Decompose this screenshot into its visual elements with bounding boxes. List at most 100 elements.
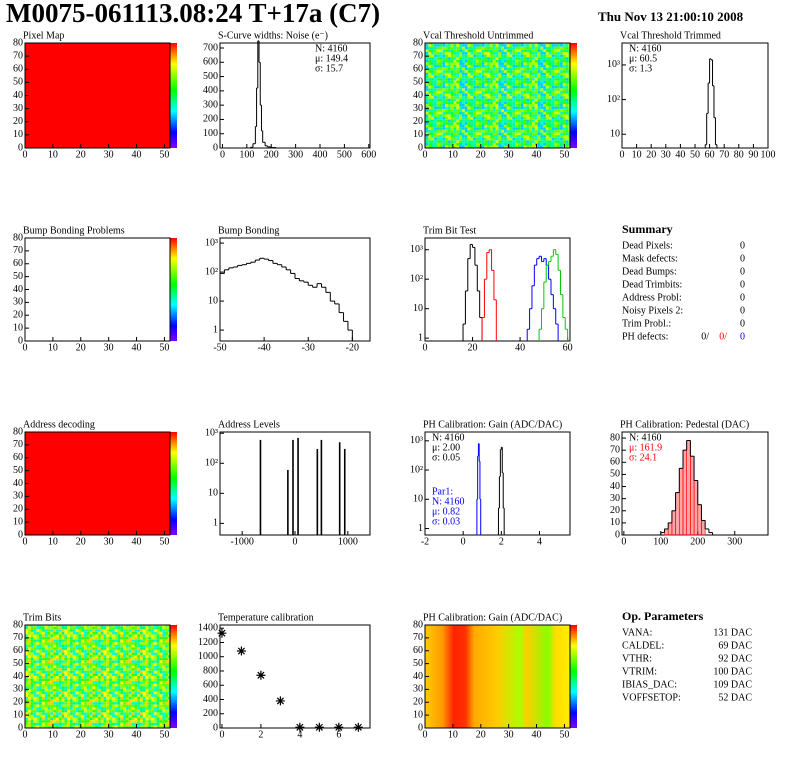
table-title: Op. Parameters — [622, 609, 704, 623]
y-tick-label: 80 — [13, 37, 23, 48]
y-tick-label: 30 — [413, 103, 423, 114]
colorbar — [170, 43, 177, 148]
row-value: 0 — [740, 253, 745, 264]
y-tick-label: 60 — [413, 64, 423, 75]
y-tick-label: 60 — [610, 457, 620, 468]
x-tick-label: 0 — [23, 149, 28, 160]
y-tick-label: 100 — [203, 128, 218, 139]
y-tick-label: 50 — [413, 658, 423, 669]
stats-text: N: 4160 — [432, 496, 465, 507]
y-tick-label: 10 — [208, 488, 218, 499]
y-tick-label: 40 — [13, 284, 23, 295]
y-tick-label: 80 — [13, 232, 23, 243]
y-tick-label: 60 — [13, 645, 23, 656]
x-tick-label: 500 — [337, 149, 352, 160]
x-tick-label: -1000 — [231, 536, 254, 547]
y-tick-label: 50 — [13, 658, 23, 669]
spike — [320, 439, 323, 535]
y-tick-label: 1 — [213, 518, 218, 529]
y-tick-label: 10 — [13, 322, 23, 333]
row-label: VANA: — [622, 627, 652, 638]
y-tick-label: 0 — [213, 142, 218, 153]
spike — [338, 442, 341, 535]
y-tick-label: 0 — [18, 529, 23, 540]
y-tick-label: 60 — [13, 452, 23, 463]
x-tick-label: 600 — [361, 149, 376, 160]
y-tick-label: 10³ — [205, 237, 218, 248]
y-tick-label: 80 — [610, 432, 620, 443]
x-tick-label: 0 — [219, 729, 224, 740]
stats-text: σ: 0.05 — [432, 452, 460, 463]
x-tick-label: 4 — [537, 536, 542, 547]
panel-title: PH Calibration: Pedestal (DAC) — [620, 419, 749, 430]
x-tick-label: 30 — [104, 342, 114, 353]
x-tick-label: 20 — [76, 149, 86, 160]
x-tick-label: 2 — [258, 729, 263, 740]
y-tick-label: 10 — [413, 709, 423, 720]
x-tick-label: 100 — [653, 536, 668, 547]
histogram-bar — [671, 510, 676, 536]
x-tick-label: 40 — [132, 729, 142, 740]
y-tick-label: 10 — [610, 517, 620, 528]
y-tick-label: 40 — [413, 671, 423, 682]
panel-title: PH Calibration: Gain (ADC/DAC) — [423, 419, 562, 430]
x-tick-label: 100 — [761, 149, 776, 160]
y-tick-label: 70 — [13, 245, 23, 256]
y-tick-label: 30 — [610, 493, 620, 504]
y-tick-label: 600 — [203, 57, 218, 68]
y-tick-label: 80 — [13, 619, 23, 630]
y-tick-label: 60 — [13, 258, 23, 269]
x-tick-label: 30 — [104, 729, 114, 740]
histogram-bar — [690, 455, 695, 536]
y-tick-label: 60 — [13, 64, 23, 75]
y-tick-label: 20 — [413, 116, 423, 127]
histogram-bar — [697, 504, 702, 536]
x-tick-label: 20 — [476, 149, 486, 160]
y-tick-label: 10 — [610, 129, 620, 140]
panel-title: Address Levels — [218, 419, 280, 430]
x-tick-label: 50 — [159, 729, 169, 740]
x-tick-label: 40 — [532, 729, 542, 740]
y-tick-label: 1200 — [198, 637, 218, 648]
x-tick-label: 4 — [297, 729, 302, 740]
x-tick-label: -2 — [421, 536, 429, 547]
x-tick-label: 200 — [264, 149, 279, 160]
plot-frame — [424, 237, 571, 342]
star-marker — [217, 628, 227, 638]
y-tick-label: 1 — [418, 332, 423, 343]
y-tick-label: 1 — [213, 324, 218, 335]
y-tick-label: 10 — [413, 129, 423, 140]
y-tick-label: 10 — [13, 709, 23, 720]
stats-text: μ: 0.82 — [432, 506, 460, 517]
x-tick-label: 10 — [48, 729, 58, 740]
row-value: 0 — [740, 318, 745, 329]
x-tick-label: 0 — [621, 536, 626, 547]
spike — [292, 439, 294, 535]
y-tick-label: 70 — [13, 439, 23, 450]
y-tick-label: 50 — [13, 271, 23, 282]
plot-frame — [424, 431, 571, 536]
x-tick-label: 0 — [23, 536, 28, 547]
colorbar — [170, 238, 177, 341]
stats-text: σ: 24.1 — [629, 452, 657, 463]
x-tick-label: 30 — [504, 729, 514, 740]
row-label: Mask defects: — [622, 253, 678, 264]
x-tick-label: 0 — [423, 149, 428, 160]
panel-title: Temperature calibration — [218, 612, 314, 623]
y-tick-label: 300 — [203, 99, 218, 110]
plot-frame — [219, 624, 371, 729]
y-tick-label: 30 — [13, 103, 23, 114]
row-value: 0 — [740, 279, 745, 290]
y-tick-label: 10³ — [410, 435, 423, 446]
x-tick-label: 10 — [48, 536, 58, 547]
heatmap — [25, 238, 170, 341]
x-tick-label: 80 — [734, 149, 744, 160]
star-marker — [334, 722, 344, 732]
x-tick-label: 0 — [23, 729, 28, 740]
panel-title: Vcal Threshold Untrimmed — [423, 30, 533, 41]
y-tick-label: 0 — [418, 722, 423, 733]
row-value: 0/ — [719, 331, 727, 342]
star-marker — [236, 646, 246, 656]
